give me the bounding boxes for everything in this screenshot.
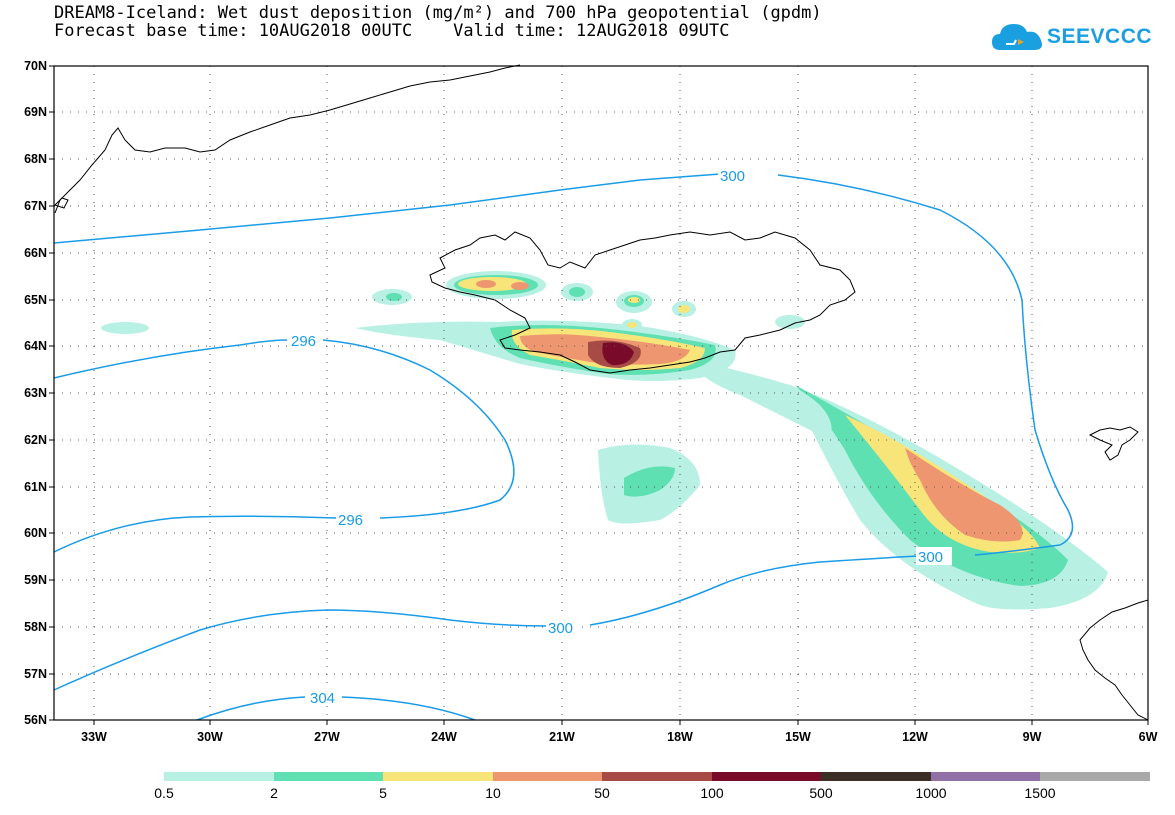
colorbar-label: 100: [700, 785, 724, 801]
colorbar-segment: [274, 772, 383, 781]
geopotential-contours: [53, 173, 1074, 721]
colorbar-segment: [602, 772, 712, 781]
contour-labels: 300 296 296 300 300 304: [289, 166, 952, 707]
lon-label: 33W: [81, 730, 107, 744]
cloud-icon: [992, 24, 1042, 50]
colorbar-label: 50: [594, 785, 610, 801]
lat-label: 66N: [24, 246, 47, 260]
seevccc-logo: SEEVCCC: [990, 18, 1152, 56]
lat-axis: [49, 65, 54, 721]
lon-label: 6W: [1139, 730, 1158, 744]
lon-label: 24W: [431, 730, 457, 744]
colorbar-label: 10: [485, 785, 501, 801]
lat-label: 69N: [24, 105, 47, 119]
colorbar-segment: [821, 772, 931, 781]
logo-text: SEEVCCC: [1047, 25, 1153, 48]
dust-deposition-shading: [101, 271, 1108, 610]
lon-label: 9W: [1023, 730, 1042, 744]
lat-label: 65N: [24, 293, 47, 307]
lon-label: 15W: [785, 730, 811, 744]
chart-title: DREAM8-Iceland: Wet dust deposition (mg/…: [54, 3, 822, 23]
lat-label: 70N: [24, 59, 47, 73]
lon-label: 27W: [314, 730, 340, 744]
lat-label: 64N: [24, 339, 47, 353]
lat-label: 68N: [24, 152, 47, 166]
lat-label: 62N: [24, 433, 47, 447]
contour-label: 300: [918, 549, 943, 566]
contour-label: 300: [548, 620, 573, 637]
colorbar-label: 0.5: [154, 785, 174, 801]
lon-label: 12W: [902, 730, 928, 744]
colorbar-segment: [712, 772, 821, 781]
contour-label: 296: [291, 333, 316, 350]
contour-label: 296: [338, 512, 363, 529]
lon-label: 21W: [549, 730, 575, 744]
colorbar-segment: [1040, 772, 1150, 781]
colorbar-label: 2: [270, 785, 278, 801]
lat-label: 57N: [24, 667, 47, 681]
colorbar-segment: [931, 772, 1040, 781]
lon-label: 18W: [667, 730, 693, 744]
lon-axis: [93, 720, 1149, 725]
graticule: [54, 66, 1148, 720]
chart-subtitle: Forecast base time: 10AUG2018 00UTC Vali…: [54, 21, 730, 41]
colorbar-segment: [164, 772, 274, 781]
lat-label: 67N: [24, 199, 47, 213]
map-frame: [53, 65, 1149, 721]
colorbar-segment: [493, 772, 602, 781]
colorbar-label: 1000: [915, 785, 947, 801]
lat-label: 60N: [24, 526, 47, 540]
colorbar-label: 1500: [1024, 785, 1056, 801]
coastlines: [54, 64, 1149, 721]
lat-label: 61N: [24, 480, 47, 494]
lon-label: 30W: [197, 730, 223, 744]
colorbar-label: 500: [809, 785, 833, 801]
lat-label: 56N: [24, 713, 47, 727]
lat-label: 63N: [24, 386, 47, 400]
colorbar-segment: [383, 772, 493, 781]
lat-label: 58N: [24, 620, 47, 634]
contour-label: 300: [720, 168, 745, 185]
lat-label: 59N: [24, 573, 47, 587]
colorbar-label: 5: [379, 785, 387, 801]
contour-label: 304: [310, 690, 335, 707]
